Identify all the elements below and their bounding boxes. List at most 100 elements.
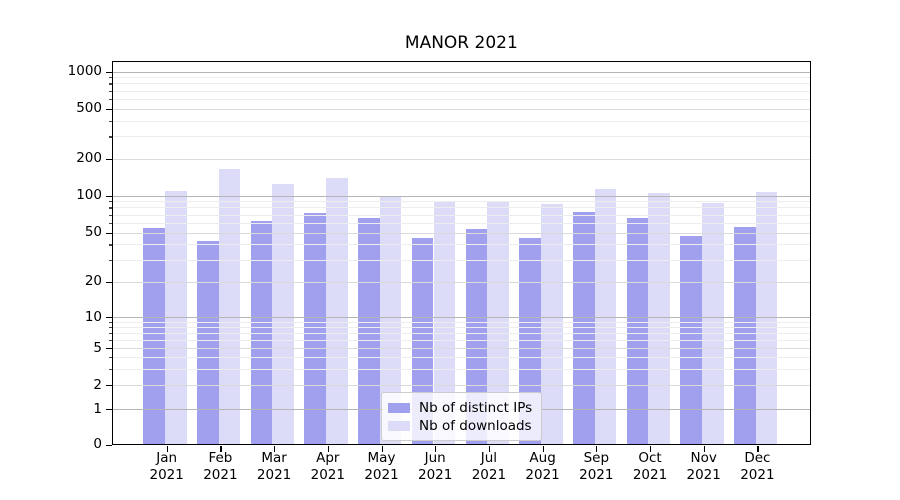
x-tick-mark-dec <box>757 445 759 452</box>
bar-downloads-jun <box>433 202 456 445</box>
bar-downloads-jan <box>165 191 187 445</box>
month-label: Mar <box>261 450 287 466</box>
legend-row-distinct-ips: Nb of distinct IPs <box>388 399 532 416</box>
y-tick-label-200: 200 <box>76 150 102 166</box>
gridline-5 <box>113 348 810 349</box>
y-minor-tick-mark-9 <box>108 321 112 323</box>
y-tick-mark-2 <box>106 385 112 387</box>
year-label: 2021 <box>686 466 721 483</box>
y-tick-mark-0 <box>106 444 112 447</box>
x-tick-label-jan: Jan 2021 <box>135 450 199 483</box>
year-label: 2021 <box>471 466 507 483</box>
month-label: Feb <box>208 450 233 466</box>
gridline-90 <box>113 201 810 203</box>
bar-distinct-ips-jul <box>465 229 488 445</box>
y-tick-mark-20 <box>106 281 112 283</box>
x-tick-mark-mar <box>274 445 276 452</box>
month-label: Nov <box>690 450 717 466</box>
gridline-600 <box>113 98 810 100</box>
y-tick-mark-500 <box>106 108 112 110</box>
y-minor-tick-mark-7 <box>108 332 112 335</box>
x-tick-mark-may <box>381 445 383 452</box>
gridline-8 <box>113 326 810 328</box>
y-tick-mark-100 <box>106 195 112 197</box>
x-tick-label-apr: Apr 2021 <box>296 450 360 483</box>
bar-downloads-jul <box>487 200 509 445</box>
x-tick-label-jul: Jul 2021 <box>457 450 521 483</box>
y-minor-tick-mark-700 <box>108 90 112 92</box>
gridline-30 <box>113 259 810 261</box>
x-tick-label-dec: Dec 2021 <box>725 450 789 483</box>
y-minor-tick-mark-40 <box>108 244 112 246</box>
y-tick-mark-10 <box>106 317 112 319</box>
y-minor-tick-mark-300 <box>108 136 112 138</box>
y-tick-label-500: 500 <box>76 100 102 116</box>
bar-distinct-ips-sep <box>572 212 595 445</box>
y-tick-mark-5 <box>106 348 112 350</box>
year-label: 2021 <box>525 466 560 483</box>
y-tick-label-1000: 1000 <box>67 63 102 79</box>
legend-label-distinct-ips: Nb of distinct IPs <box>419 399 533 416</box>
bar-distinct-ips-may <box>358 217 380 445</box>
gridline-3 <box>113 368 810 370</box>
y-tick-label-0: 0 <box>93 436 102 453</box>
legend-swatch-distinct-ips <box>388 402 410 413</box>
bar-distinct-ips-oct <box>626 217 649 445</box>
x-tick-label-may: May 2021 <box>350 450 414 483</box>
legend-label-downloads: Nb of downloads <box>419 417 532 434</box>
y-minor-tick-mark-30 <box>108 259 112 261</box>
gridline-6 <box>113 339 810 341</box>
y-tick-mark-50 <box>106 232 112 234</box>
month-label: Jan <box>156 450 178 466</box>
month-label: May <box>367 450 396 466</box>
month-label: Jun <box>424 450 446 466</box>
bar-downloads-mar <box>272 183 295 445</box>
x-tick-label-sep: Sep 2021 <box>564 450 628 483</box>
y-minor-tick-mark-900 <box>108 77 112 79</box>
y-tick-mark-200 <box>106 158 112 160</box>
y-tick-label-1: 1 <box>93 400 102 417</box>
x-tick-label-nov: Nov 2021 <box>672 450 736 483</box>
y-minor-tick-mark-600 <box>108 98 112 100</box>
year-label: 2021 <box>579 466 614 483</box>
month-label: Aug <box>529 450 556 466</box>
gridline-50 <box>113 232 810 234</box>
month-label: Sep <box>583 450 610 466</box>
x-tick-mark-jan <box>166 445 168 452</box>
gridline-60 <box>113 222 810 224</box>
gridline-400 <box>113 120 810 122</box>
y-minor-tick-mark-4 <box>108 357 112 359</box>
x-tick-mark-jul <box>488 445 491 452</box>
x-tick-label-mar: Mar 2021 <box>242 450 306 483</box>
month-label: Oct <box>638 450 662 466</box>
x-tick-label-jun: Jun 2021 <box>403 450 467 483</box>
year-label: 2021 <box>364 466 399 483</box>
year-label: 2021 <box>149 466 184 483</box>
bar-downloads-aug <box>540 204 563 445</box>
x-tick-mark-sep <box>596 445 598 452</box>
x-tick-mark-apr <box>327 445 329 452</box>
y-tick-mark-1 <box>106 409 112 411</box>
month-label: Apr <box>316 450 340 466</box>
gridline-800 <box>113 83 810 85</box>
gridline-70 <box>113 214 810 216</box>
month-label: Jul <box>480 450 498 466</box>
y-minor-tick-mark-400 <box>108 120 112 122</box>
x-tick-mark-oct <box>650 445 652 452</box>
chart-title: MANOR 2021 <box>404 33 518 53</box>
y-minor-tick-mark-90 <box>108 201 112 203</box>
gridline-2 <box>113 385 810 386</box>
y-tick-label-10: 10 <box>84 308 102 325</box>
y-tick-label-100: 100 <box>76 187 102 203</box>
legend-swatch-downloads <box>388 420 410 431</box>
gridline-700 <box>113 90 810 92</box>
year-label: 2021 <box>256 466 292 483</box>
gridline-200 <box>113 158 810 160</box>
y-minor-tick-mark-800 <box>108 83 112 85</box>
y-tick-label-50: 50 <box>84 224 102 240</box>
y-tick-label-5: 5 <box>93 339 102 356</box>
bar-distinct-ips-jan <box>143 228 165 445</box>
year-label: 2021 <box>740 466 775 483</box>
y-minor-tick-mark-3 <box>108 368 112 370</box>
